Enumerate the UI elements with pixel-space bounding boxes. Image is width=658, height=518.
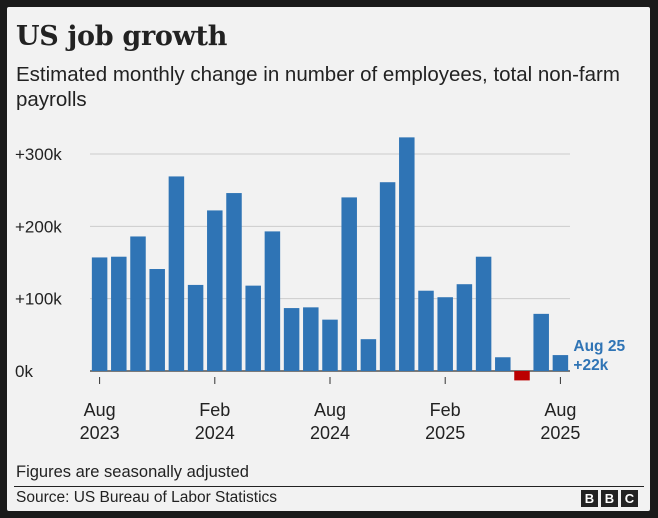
bar <box>437 297 453 371</box>
bar <box>283 308 300 371</box>
source-note: Source: US Bureau of Labor Statistics <box>16 489 278 506</box>
bar <box>552 355 569 371</box>
x-tick-label: Aug <box>84 400 116 420</box>
bar <box>418 290 434 371</box>
bar <box>226 193 242 371</box>
x-tick-label: Aug <box>314 400 346 420</box>
bar <box>514 371 530 381</box>
x-tick-label: Feb <box>199 400 230 420</box>
bar <box>379 182 396 371</box>
chart-subtitle: Estimated monthly change in number of em… <box>16 63 620 111</box>
bar <box>360 339 377 371</box>
bar <box>187 284 204 371</box>
y-tick-label: +300k <box>15 145 62 164</box>
x-tick-label: 2023 <box>80 423 120 443</box>
bar <box>303 307 319 371</box>
annotation-value: +22k <box>573 357 608 374</box>
bar <box>322 319 338 371</box>
footnote: Figures are seasonally adjusted <box>16 463 249 481</box>
bar <box>111 256 127 371</box>
bbc-logo-letter: B <box>601 490 618 507</box>
x-tick-label: 2024 <box>310 423 350 443</box>
bar <box>168 176 185 371</box>
bar <box>495 357 511 371</box>
bbc-logo-letter: B <box>581 490 598 507</box>
chart-card: US job growth Estimated monthly change i… <box>7 7 650 511</box>
chart-title: US job growth <box>16 21 228 52</box>
x-tick-label: Feb <box>430 400 461 420</box>
x-tick-label: Aug <box>544 400 576 420</box>
bar <box>341 197 357 371</box>
bar <box>399 137 415 371</box>
bar <box>456 284 473 371</box>
y-tick-label: +200k <box>15 217 62 236</box>
bbc-logo: B B C <box>581 490 638 507</box>
x-tick-label: 2025 <box>425 423 465 443</box>
bar <box>207 210 223 371</box>
x-tick-label: 2024 <box>195 423 235 443</box>
bar-chart: 0k +100k +200k +300k Aug 2023 Feb 2024 Aug 2024 Fe… <box>15 137 625 443</box>
bar <box>91 257 108 371</box>
bar <box>533 313 549 371</box>
bar <box>264 231 281 371</box>
bar <box>130 236 146 371</box>
bar <box>149 269 165 371</box>
bar <box>245 285 261 371</box>
x-tick-label: 2025 <box>540 423 580 443</box>
y-tick-label: +100k <box>15 290 62 309</box>
annotation-label: Aug 25 <box>573 338 625 355</box>
y-tick-label: 0k <box>15 362 33 381</box>
divider <box>14 486 644 487</box>
bbc-logo-letter: C <box>621 490 638 507</box>
bar <box>475 256 492 371</box>
